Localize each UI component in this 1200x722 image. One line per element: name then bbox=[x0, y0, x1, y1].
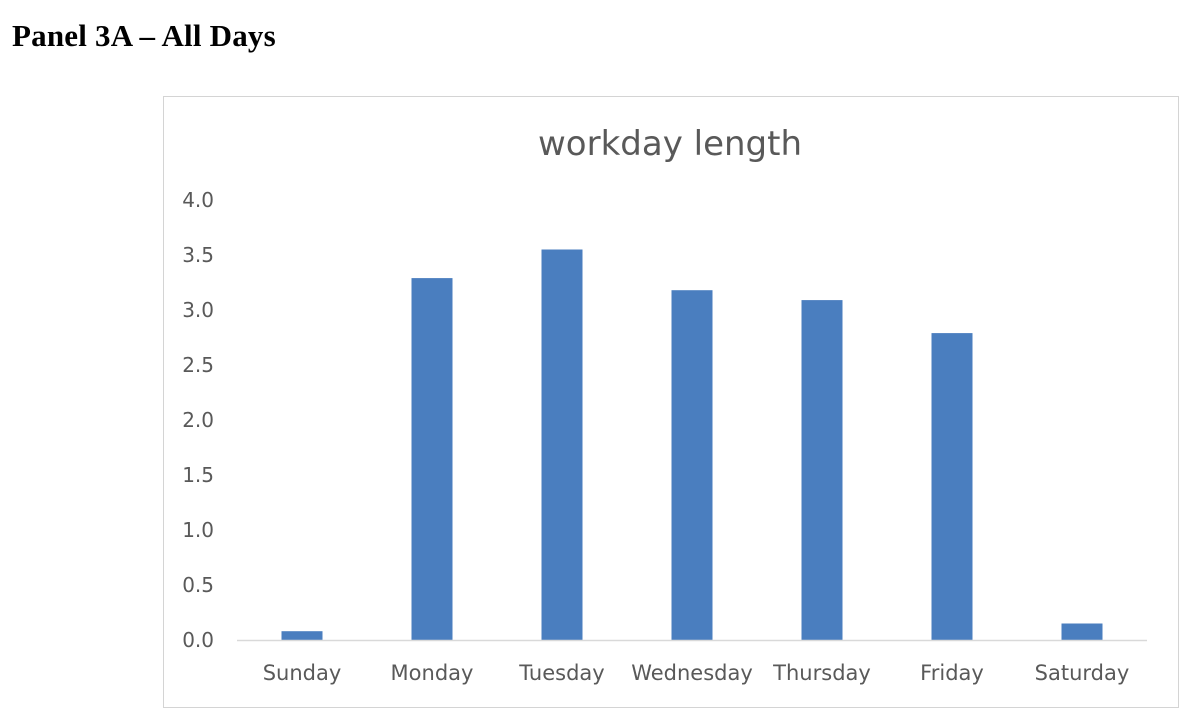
y-tick-label: 3.5 bbox=[182, 243, 214, 267]
x-category-label: Thursday bbox=[772, 661, 871, 685]
y-tick-label: 0.0 bbox=[182, 628, 214, 652]
x-category-label: Wednesday bbox=[631, 661, 753, 685]
bar-saturday bbox=[1061, 623, 1103, 640]
x-category-label: Sunday bbox=[263, 661, 342, 685]
y-tick-label: 4.0 bbox=[182, 188, 214, 212]
bar-wednesday bbox=[671, 290, 713, 640]
bar-friday bbox=[931, 333, 973, 640]
y-tick-label: 2.5 bbox=[182, 353, 214, 377]
x-axis-labels: Sunday Monday Tuesday Wednesday Thursday Frid… bbox=[263, 661, 1130, 685]
y-tick-label: 1.0 bbox=[182, 518, 214, 542]
y-tick-label: 2.0 bbox=[182, 408, 214, 432]
chart-frame bbox=[163, 96, 1179, 708]
y-tick-label: 0.5 bbox=[182, 573, 214, 597]
y-tick-label: 3.0 bbox=[182, 298, 214, 322]
x-category-label: Friday bbox=[920, 661, 984, 685]
bar-monday bbox=[411, 278, 453, 640]
y-tick-label: 1.5 bbox=[182, 463, 214, 487]
panel-heading: Panel 3A – All Days bbox=[12, 18, 276, 53]
x-category-label: Tuesday bbox=[518, 661, 604, 685]
x-category-label: Saturday bbox=[1035, 661, 1130, 685]
bar-tuesday bbox=[541, 249, 583, 640]
y-axis-ticks: 0.0 0.5 1.0 1.5 2.0 2.5 3.0 3.5 4.0 bbox=[182, 188, 214, 652]
bars bbox=[281, 249, 1103, 640]
x-category-label: Monday bbox=[391, 661, 474, 685]
bar-sunday bbox=[281, 631, 323, 640]
chart-title: workday length bbox=[538, 124, 802, 164]
bar-thursday bbox=[801, 300, 843, 640]
